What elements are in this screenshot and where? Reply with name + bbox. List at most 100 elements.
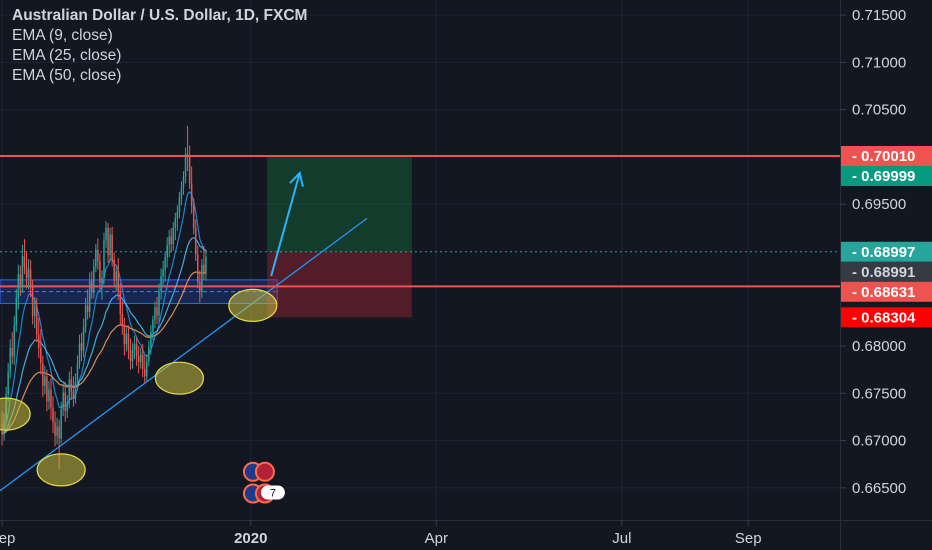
candle: [76, 355, 79, 391]
candle-body: [50, 389, 52, 408]
candle-body: [46, 376, 48, 401]
price-tick-label: 0.71000: [852, 54, 906, 71]
candle: [168, 229, 170, 258]
candle: [52, 396, 54, 434]
candle: [127, 325, 130, 360]
candle: [160, 268, 162, 300]
candle-body: [62, 392, 64, 410]
event-count-badge: [260, 485, 285, 500]
candle: [117, 258, 120, 300]
price-tag: - 0.68997: [841, 241, 932, 262]
event-flag-icon[interactable]: [242, 461, 275, 482]
time-tick-label: Jul: [612, 530, 631, 547]
chart-legend[interactable]: Australian Dollar / U.S. Dollar, 1D, FXC…: [12, 6, 307, 86]
price-tags: - 0.70010 - 0.69999 - 0.68997 - 0.68991 - 0.…: [841, 146, 932, 328]
candle: [19, 265, 22, 296]
grid: [0, 0, 840, 520]
candle-body: [25, 266, 28, 278]
price-tag-label: - 0.70010: [852, 148, 915, 165]
indicator-ema-9[interactable]: EMA (9, close): [12, 27, 113, 44]
time-axis[interactable]: Sep 2020 Apr Jul Sep: [0, 520, 762, 547]
candle: [180, 181, 183, 206]
candle-body: [107, 227, 109, 256]
price-tick-label: 0.67500: [852, 385, 906, 402]
highlight-ellipse: [0, 397, 31, 431]
candle-body: [137, 356, 140, 363]
candle-body: [131, 349, 134, 362]
price-tag-label: - 0.68631: [852, 284, 915, 301]
candle-body: [166, 244, 168, 258]
candle: [84, 297, 87, 333]
candle: [44, 365, 46, 395]
candle: [109, 227, 111, 262]
candle: [121, 301, 124, 335]
candle: [54, 411, 56, 447]
candle: [90, 271, 93, 299]
candle: [25, 251, 28, 289]
candle-body: [133, 344, 136, 350]
candle-body: [160, 276, 162, 292]
candle-body: [203, 264, 205, 275]
candle-body: [123, 326, 126, 345]
candle-body: [95, 249, 97, 267]
candle: [176, 205, 179, 231]
candle-body: [115, 271, 117, 281]
candle-body: [76, 364, 79, 382]
highlight-ellipse: [154, 361, 205, 395]
price-tag-bg: [841, 307, 932, 328]
candle: [184, 147, 187, 184]
candle: [50, 378, 52, 420]
time-tick-label: Sep: [735, 530, 762, 547]
price-tick-label: 0.70500: [852, 102, 906, 119]
candle-body: [119, 292, 122, 314]
candle: [123, 317, 126, 356]
candle: [105, 221, 107, 248]
candle: [33, 296, 36, 329]
candle-body: [78, 343, 81, 364]
price-tick-label: 0.71500: [852, 7, 906, 24]
candle-body: [129, 349, 132, 362]
projection-arrow-head: [289, 171, 304, 187]
candle-body: [150, 331, 152, 347]
price-axis[interactable]: 0.71500 0.71000 0.70500 0.69500 0.68000 0.675…: [840, 7, 906, 497]
candle-body: [201, 264, 203, 293]
candle-body: [74, 381, 77, 399]
candle: [64, 381, 66, 422]
symbol-title[interactable]: Australian Dollar / U.S. Dollar, 1D, FXC…: [12, 7, 308, 24]
price-tag-label: - 0.68997: [852, 244, 915, 261]
candle: [182, 171, 185, 195]
candle-body: [186, 154, 189, 156]
position-profit-zone: [267, 156, 412, 252]
candle-body: [17, 274, 20, 298]
candle-body: [15, 297, 18, 326]
candle-body: [117, 271, 120, 293]
ema-50-line: [1, 271, 207, 435]
candle: [144, 355, 146, 384]
price-tag-bg: [841, 241, 932, 262]
candle-body: [127, 333, 130, 350]
candle: [164, 251, 166, 282]
price-tag: - 0.68631: [841, 281, 932, 302]
candle-body: [168, 236, 170, 245]
candle-body: [66, 401, 69, 412]
indicator-ema-50[interactable]: EMA (50, close): [12, 67, 122, 84]
candle: [40, 329, 42, 375]
candle: [46, 369, 48, 412]
candle: [170, 227, 173, 253]
candle: [95, 243, 97, 273]
candle: [141, 344, 144, 378]
candle: [78, 334, 81, 369]
projection-arrow-shaft: [270, 172, 301, 277]
candle: [203, 245, 205, 280]
candle-body: [54, 422, 56, 436]
price-tag-bg: [841, 261, 932, 282]
candle-body: [199, 281, 201, 293]
indicator-ema-25[interactable]: EMA (25, close): [12, 47, 122, 64]
candle-body: [21, 256, 24, 286]
candle-body: [99, 260, 101, 283]
event-flag-icon[interactable]: 7: [242, 483, 285, 504]
candle: [131, 343, 134, 369]
candle: [29, 260, 32, 297]
